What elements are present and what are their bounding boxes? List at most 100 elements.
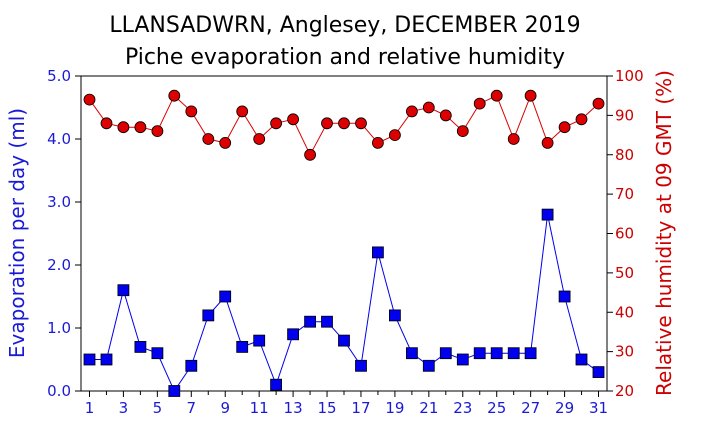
evaporation-point bbox=[490, 347, 503, 360]
left-axis-label: Evaporation per day (ml) bbox=[5, 108, 29, 358]
evaporation-series-line bbox=[89, 214, 599, 393]
evaporation-point bbox=[219, 290, 232, 303]
evaporation-point bbox=[100, 353, 113, 366]
humidity-point bbox=[287, 113, 300, 126]
right-tick-label: 70 bbox=[615, 185, 634, 203]
humidity-point bbox=[270, 117, 283, 130]
humidity-point bbox=[439, 109, 452, 122]
evaporation-point bbox=[338, 334, 350, 347]
humidity-point bbox=[253, 133, 266, 145]
evaporation-point bbox=[507, 347, 520, 360]
humidity-point bbox=[456, 125, 469, 138]
humidity-point bbox=[202, 133, 215, 145]
right-tick-label: 80 bbox=[615, 146, 634, 164]
evaporation-point bbox=[253, 334, 266, 347]
evaporation-point bbox=[117, 284, 130, 297]
x-tick-label: 23 bbox=[453, 399, 472, 417]
humidity-point bbox=[100, 117, 113, 130]
x-tick-label: 31 bbox=[589, 399, 608, 417]
x-tick-label: 13 bbox=[284, 399, 303, 417]
right-tick-label: 100 bbox=[615, 67, 644, 85]
evaporation-point bbox=[304, 315, 317, 328]
evaporation-point bbox=[473, 347, 486, 360]
evaporation-point bbox=[83, 353, 96, 366]
right-tick-label: 60 bbox=[615, 225, 634, 243]
humidity-point bbox=[524, 89, 537, 102]
chart-subtitle: Piche evaporation and relative humidity bbox=[125, 45, 565, 70]
chart-title: LLANSADWRN, Anglesey, DECEMBER 2019 bbox=[109, 13, 580, 38]
evaporation-point bbox=[287, 328, 300, 341]
humidity-point bbox=[558, 121, 571, 134]
humidity-point bbox=[151, 125, 164, 138]
x-axis-ticks: 1 3 5 7 9 11 13 15 17 19 21 23 25 27 29 31 bbox=[85, 391, 608, 417]
evaporation-point bbox=[134, 340, 147, 353]
x-tick-label: 25 bbox=[487, 399, 506, 417]
humidity-point bbox=[371, 136, 384, 149]
right-tick-label: 30 bbox=[615, 343, 634, 361]
evaporation-point bbox=[321, 315, 333, 328]
x-tick-label: 15 bbox=[317, 399, 336, 417]
right-tick-label: 20 bbox=[615, 382, 634, 400]
evaporation-point bbox=[422, 359, 435, 372]
humidity-point bbox=[117, 121, 130, 134]
evaporation-point bbox=[558, 290, 571, 303]
humidity-point bbox=[541, 136, 554, 149]
evaporation-point bbox=[236, 340, 249, 353]
humidity-point bbox=[355, 117, 367, 130]
evaporation-point bbox=[524, 347, 537, 360]
humidity-point bbox=[321, 117, 333, 130]
right-axis-label: Relative humidity at 09 GMT (%) bbox=[652, 70, 676, 396]
x-tick-label: 7 bbox=[187, 399, 197, 417]
left-tick-label: 4.0 bbox=[47, 130, 71, 148]
x-tick-label: 1 bbox=[85, 399, 95, 417]
left-tick-label: 3.0 bbox=[47, 193, 71, 211]
evaporation-point bbox=[185, 359, 198, 372]
evaporation-point bbox=[575, 353, 588, 366]
right-axis-ticks: 20 30 40 50 60 70 80 90 100 bbox=[607, 67, 644, 400]
x-tick-label: 29 bbox=[555, 399, 574, 417]
evaporation-point bbox=[202, 309, 215, 322]
humidity-point bbox=[236, 105, 249, 118]
humidity-point bbox=[422, 101, 435, 114]
humidity-point bbox=[168, 89, 181, 102]
left-tick-label: 2.0 bbox=[47, 256, 71, 274]
x-tick-label: 3 bbox=[119, 399, 129, 417]
series-group bbox=[83, 89, 605, 397]
x-tick-label: 11 bbox=[250, 399, 269, 417]
humidity-point bbox=[575, 113, 588, 126]
x-tick-label: 27 bbox=[521, 399, 540, 417]
evaporation-point bbox=[439, 347, 452, 360]
left-axis-ticks: 0.0 1.0 2.0 3.0 4.0 5.0 bbox=[47, 67, 81, 400]
right-tick-label: 90 bbox=[615, 106, 634, 124]
evaporation-point bbox=[405, 347, 418, 360]
humidity-point bbox=[405, 105, 418, 118]
evaporation-point bbox=[388, 309, 401, 322]
humidity-point bbox=[134, 121, 147, 134]
evaporation-point bbox=[371, 246, 384, 259]
x-tick-label: 9 bbox=[220, 399, 230, 417]
evaporation-point bbox=[355, 359, 367, 372]
evaporation-point bbox=[456, 353, 469, 366]
humidity-point bbox=[338, 117, 350, 130]
humidity-point bbox=[507, 133, 520, 145]
humidity-point bbox=[219, 136, 232, 149]
left-tick-label: 0.0 bbox=[47, 382, 71, 400]
humidity-point bbox=[490, 89, 503, 102]
evaporation-point bbox=[168, 385, 181, 397]
left-tick-label: 5.0 bbox=[47, 67, 71, 85]
humidity-point bbox=[388, 129, 401, 142]
humidity-point bbox=[83, 93, 96, 106]
left-tick-label: 1.0 bbox=[47, 319, 71, 337]
humidity-point bbox=[592, 97, 605, 110]
x-tick-label: 17 bbox=[351, 399, 370, 417]
evaporation-point bbox=[541, 208, 554, 221]
right-tick-label: 50 bbox=[615, 264, 634, 282]
evaporation-point bbox=[151, 347, 164, 360]
evaporation-point bbox=[270, 378, 283, 391]
right-tick-label: 40 bbox=[615, 303, 634, 321]
x-tick-label: 5 bbox=[153, 399, 163, 417]
evaporation-point bbox=[592, 366, 605, 379]
x-tick-label: 19 bbox=[385, 399, 404, 417]
humidity-point bbox=[185, 105, 198, 118]
